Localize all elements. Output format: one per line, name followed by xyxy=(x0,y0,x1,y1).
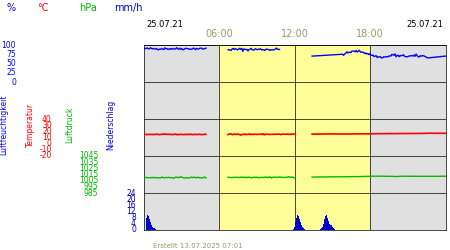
Text: 40: 40 xyxy=(42,114,52,124)
Bar xyxy=(324,219,325,230)
Bar xyxy=(298,216,299,230)
Text: 1005: 1005 xyxy=(79,176,98,185)
Bar xyxy=(325,216,326,230)
Text: 0: 0 xyxy=(47,139,52,148)
Text: -20: -20 xyxy=(40,152,52,160)
Bar xyxy=(320,229,321,230)
Text: 0: 0 xyxy=(11,78,16,86)
Text: Temperatur: Temperatur xyxy=(26,103,35,147)
Text: 16: 16 xyxy=(126,201,136,210)
Bar xyxy=(329,224,330,230)
Bar xyxy=(153,228,154,230)
Text: 1035: 1035 xyxy=(79,158,98,167)
Text: Luftdruck: Luftdruck xyxy=(65,107,74,143)
Bar xyxy=(323,224,324,230)
Bar xyxy=(328,221,329,230)
Text: 4: 4 xyxy=(131,219,136,228)
Bar xyxy=(294,227,295,230)
Text: 75: 75 xyxy=(6,50,16,59)
Bar xyxy=(295,222,296,230)
Text: Luftfeuchtigkeit: Luftfeuchtigkeit xyxy=(0,95,8,155)
Text: 10: 10 xyxy=(42,133,52,142)
Bar xyxy=(152,227,153,230)
Text: mm/h: mm/h xyxy=(114,3,143,13)
Bar xyxy=(330,226,332,230)
Text: 995: 995 xyxy=(84,182,98,191)
Bar xyxy=(370,45,446,230)
Bar xyxy=(299,219,300,230)
Bar xyxy=(297,214,298,230)
Bar xyxy=(154,228,155,230)
Text: 25.07.21: 25.07.21 xyxy=(146,20,183,29)
Bar xyxy=(303,228,304,230)
Text: 0: 0 xyxy=(131,226,136,234)
Bar xyxy=(300,222,301,230)
Bar xyxy=(155,229,156,230)
Text: 50: 50 xyxy=(6,59,16,68)
Text: 25.07.21: 25.07.21 xyxy=(406,20,443,29)
Bar xyxy=(146,218,147,230)
Bar xyxy=(150,222,151,230)
Bar xyxy=(301,226,302,230)
Text: 24: 24 xyxy=(126,188,136,198)
Text: -10: -10 xyxy=(40,145,52,154)
Bar xyxy=(292,229,294,230)
Bar xyxy=(151,226,152,230)
Bar xyxy=(321,228,322,230)
Bar xyxy=(333,229,335,230)
Text: 30: 30 xyxy=(42,121,52,130)
Bar xyxy=(147,214,148,230)
Bar xyxy=(149,219,150,230)
Bar xyxy=(148,216,149,230)
Text: Erstellt 13.07.2025 07:01: Erstellt 13.07.2025 07:01 xyxy=(153,243,243,249)
Bar xyxy=(304,229,305,230)
Text: 1015: 1015 xyxy=(79,170,98,179)
Text: %: % xyxy=(7,3,16,13)
Text: 100: 100 xyxy=(2,40,16,50)
Text: °C: °C xyxy=(37,3,49,13)
Text: 12: 12 xyxy=(126,207,136,216)
Text: Niederschlag: Niederschlag xyxy=(106,100,115,150)
Text: 25: 25 xyxy=(7,68,16,77)
Text: 985: 985 xyxy=(84,188,98,198)
Text: 20: 20 xyxy=(42,127,52,136)
Bar xyxy=(326,214,327,230)
Bar xyxy=(332,227,333,230)
Text: 1025: 1025 xyxy=(79,164,98,173)
Bar xyxy=(302,227,303,230)
Text: 1045: 1045 xyxy=(79,152,98,160)
Bar xyxy=(144,45,220,230)
Text: 8: 8 xyxy=(131,213,136,222)
Bar xyxy=(296,218,297,230)
Bar xyxy=(322,227,323,230)
Bar xyxy=(327,218,328,230)
Text: 20: 20 xyxy=(126,195,136,204)
Bar xyxy=(220,45,370,230)
Text: hPa: hPa xyxy=(79,3,97,13)
